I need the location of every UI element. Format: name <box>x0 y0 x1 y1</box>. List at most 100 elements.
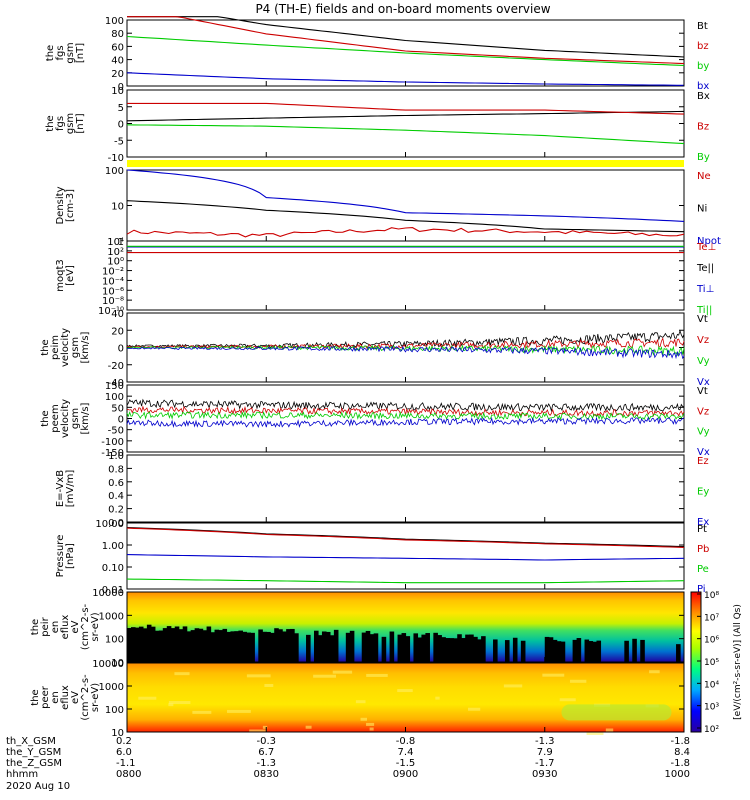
series-Vx <box>126 416 685 429</box>
spectrogram-dark-cell <box>493 639 498 662</box>
x-axis-value-hhmm: 0800 <box>116 769 141 780</box>
spectrogram-texture <box>569 679 587 683</box>
y-tick-label: 0 <box>118 415 124 426</box>
spectrogram-dark-cell <box>584 639 590 662</box>
series-Bx <box>126 110 685 122</box>
spectrogram-dark-cell <box>544 636 550 662</box>
spectrogram-texture <box>605 728 614 732</box>
y-tick-label: -50 <box>108 426 124 437</box>
spectrogram-dark-cell <box>632 638 637 662</box>
panel-peer-spectrogram: 10000 1000 100 10 the peer en eflux eV (cm^2-s-sr… <box>30 659 685 739</box>
panel-frame <box>126 89 685 158</box>
series-bz <box>127 16 685 65</box>
series-by <box>126 35 685 67</box>
spectrogram-dark-cell <box>242 631 247 662</box>
legend-fgs: by <box>697 61 709 72</box>
spectrogram-dark-cell <box>473 636 478 662</box>
y-axis-label: gsm <box>70 408 81 429</box>
spectrogram-texture <box>227 709 251 713</box>
y-tick-label: 0.8 <box>108 464 124 475</box>
spectrogram-dark-cell <box>361 632 367 662</box>
panel-peir-spectrogram: 10000 1000 100 10 the peir en eflux eV (cm^2-s-sr… <box>30 588 685 669</box>
spectrogram-dark-cell <box>441 637 446 662</box>
legend-efield: Ey <box>697 487 709 498</box>
spectrogram-texture <box>138 696 157 700</box>
panel-pressure: 10.00 1.00 0.10 0.01 Pressure [nPa] Pt Pb Pe Pi <box>55 519 709 596</box>
x-axis-row-label: the_Y_GSM <box>6 747 61 758</box>
spectrogram-texture <box>360 717 367 721</box>
quality-flag-bar <box>127 160 684 167</box>
panel-density: 100 10 1 Density [cm-3] Ne Ni Npot <box>55 166 721 248</box>
spectrogram-dark-cell <box>266 631 271 662</box>
y-tick-label: 10 <box>111 86 124 97</box>
legend-pressure: Pt <box>697 524 707 535</box>
spectrogram-dark-cell <box>194 628 200 662</box>
colorbar-tick-label: 10⁶ <box>704 636 719 646</box>
series-Bt <box>127 16 685 58</box>
y-axis-label: en <box>50 621 61 634</box>
spectrogram-dark-cell <box>425 633 430 662</box>
spectrogram-texture <box>366 673 388 677</box>
series-Ni <box>126 200 685 233</box>
series-Vt <box>126 329 685 349</box>
y-axis-label: en <box>50 691 61 704</box>
y-axis-label: velocity <box>60 328 71 367</box>
spectrogram-dark-cell <box>552 639 558 662</box>
spectrogram-dark-cell <box>449 638 454 662</box>
y-axis-label: eflux <box>60 615 71 640</box>
spectrogram-dark-cell <box>262 631 267 662</box>
y-tick-label: 0.01 <box>102 585 124 596</box>
spectrogram-dark-cell <box>246 632 251 662</box>
spectrogram-dark-cell <box>457 634 462 662</box>
colorbar-tick-label: 10⁸ <box>704 591 719 601</box>
x-axis-value-x_gsm: -0.8 <box>396 736 416 747</box>
y-tick-label: 10000 <box>92 659 124 670</box>
y-axis-label: [nT] <box>75 113 86 133</box>
x-axis-row-label: hhmm <box>6 769 38 780</box>
y-tick-label: 0.4 <box>108 491 124 502</box>
spectrogram-dark-cell <box>325 631 331 662</box>
y-tick-label: 100 <box>105 635 124 646</box>
colorbar: 10⁸ 10⁷ 10⁶ 10⁵ 10⁴ 10³ 10² [eV/(cm²-s-sr-eV)]… <box>690 591 743 735</box>
spectrogram-texture <box>397 689 413 693</box>
spectrogram-dark-cell <box>270 632 275 662</box>
spectrogram-dark-cell <box>329 635 335 662</box>
spectrogram-dark-cell <box>369 634 375 662</box>
spectrogram-dark-cell <box>465 634 470 662</box>
spectrogram-texture <box>246 674 271 678</box>
y-tick-label: 100 <box>105 166 124 177</box>
y-tick-label: 0 <box>118 344 124 355</box>
spectrogram-dark-cell <box>250 632 255 662</box>
x-axis-value-hhmm: 1000 <box>665 769 690 780</box>
spectrogram-dark-cell <box>345 632 351 662</box>
y-axis-label: [cm-3] <box>65 189 76 222</box>
y-tick-label: 40 <box>111 56 124 67</box>
panel-frame <box>126 240 685 311</box>
y-axis-label: eV <box>70 620 81 633</box>
spectrogram-dark-cell <box>290 628 295 662</box>
y-tick-label: 10⁻⁴ <box>102 276 124 287</box>
spectrogram-dark-cell <box>274 628 279 662</box>
spectrogram-dark-cell <box>278 629 283 662</box>
spectrogram-dark-cell <box>389 631 395 662</box>
spectrogram-dark-cell <box>154 630 160 662</box>
y-tick-label: 0.6 <box>108 478 124 489</box>
spectrogram-dark-cell <box>321 631 327 662</box>
spectrogram-dark-cell <box>158 630 164 662</box>
x-axis-value-hhmm: 0930 <box>532 769 557 780</box>
legend-peim-velocity: Vx <box>697 377 710 388</box>
spectrogram-dark-cell <box>218 630 224 662</box>
legend-density: Ne <box>697 171 711 182</box>
series-Ne <box>126 227 685 238</box>
colorbar-tick-label: 10⁴ <box>704 680 719 690</box>
y-tick-label: 10 <box>111 202 124 213</box>
series-Vy <box>126 410 685 421</box>
x-axis-value-x_gsm: -0.3 <box>256 736 276 747</box>
panel-fgs: 100 80 60 40 20 0 the fgs gsm [nT] Bt bz by bx <box>45 16 709 93</box>
y-tick-label: 150 <box>105 381 124 392</box>
spectrogram-texture <box>249 729 267 733</box>
spectrogram-dark-cell <box>210 632 216 662</box>
y-axis-label: [km/s] <box>80 331 91 363</box>
